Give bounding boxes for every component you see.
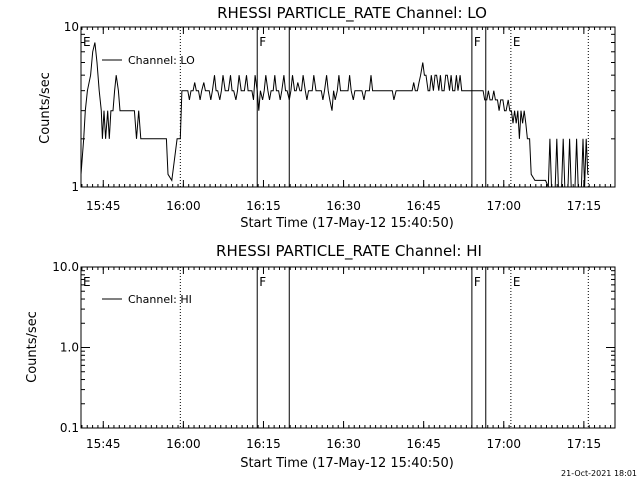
x-axis-label-lo: Start Time (17-May-12 15:40:50) xyxy=(240,216,454,231)
event-marker-label: F xyxy=(259,275,266,289)
y-tick-label: 1 xyxy=(71,180,79,194)
event-marker-label: F xyxy=(474,275,481,289)
event-marker-label: F xyxy=(259,35,266,49)
footer-timestamp: 21-Oct-2021 18:01 xyxy=(561,469,637,478)
event-marker-label: E xyxy=(83,35,91,49)
legend-label-hi: Channel: HI xyxy=(128,293,192,306)
panel-lo-channel: RHESSI PARTICLE_RATE Channel: LO Start T… xyxy=(38,4,616,231)
panel-hi-channel: RHESSI PARTICLE_RATE Channel: HI Start T… xyxy=(25,242,616,471)
y-tick-label: 10.0 xyxy=(52,260,79,274)
legend-label-lo: Channel: LO xyxy=(128,54,195,67)
x-tick-label: 16:30 xyxy=(326,199,361,213)
x-tick-label: 16:00 xyxy=(166,199,201,213)
x-tick-label: 17:15 xyxy=(567,199,602,213)
x-tick-label: 16:15 xyxy=(246,437,281,451)
x-tick-label: 16:15 xyxy=(246,199,281,213)
y-tick-label: 10 xyxy=(64,20,79,34)
y-axis-label-hi: Counts/sec xyxy=(25,311,40,383)
series-line xyxy=(80,42,589,188)
x-tick-label: 17:00 xyxy=(486,437,521,451)
x-tick-label: 16:45 xyxy=(406,199,441,213)
x-tick-label: 16:45 xyxy=(406,437,441,451)
chart-title-lo: RHESSI PARTICLE_RATE Channel: LO xyxy=(217,4,487,23)
x-tick-label: 16:30 xyxy=(326,437,361,451)
y-tick-label: 0.1 xyxy=(60,421,79,435)
x-tick-label: 16:00 xyxy=(166,437,201,451)
event-marker-label: E xyxy=(513,35,521,49)
y-axis-label-lo: Counts/sec xyxy=(38,72,53,144)
event-marker-label: F xyxy=(474,35,481,49)
y-tick-label: 1.0 xyxy=(60,341,79,355)
x-tick-label: 17:15 xyxy=(567,437,602,451)
plot-frame xyxy=(80,266,616,429)
x-tick-label: 17:00 xyxy=(486,199,521,213)
chart-title-hi: RHESSI PARTICLE_RATE Channel: HI xyxy=(216,242,482,261)
x-tick-label: 15:45 xyxy=(86,437,121,451)
event-marker-label: E xyxy=(513,275,521,289)
event-marker-label: E xyxy=(83,275,91,289)
x-tick-label: 15:45 xyxy=(86,199,121,213)
plot-frame xyxy=(80,26,616,188)
x-axis-label-hi: Start Time (17-May-12 15:40:50) xyxy=(240,456,454,471)
